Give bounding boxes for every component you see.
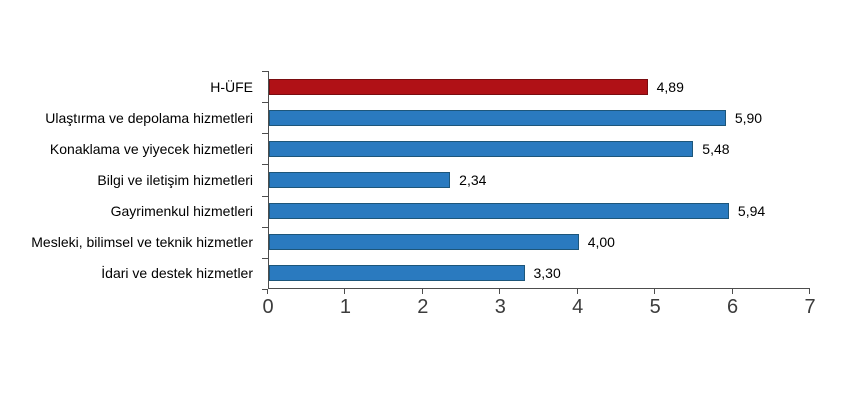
- value-label: 5,90: [734, 109, 763, 126]
- x-axis-tick-label: 3: [494, 296, 506, 318]
- y-axis-tick: [262, 227, 268, 228]
- x-axis-tick: [809, 289, 810, 294]
- bar: [269, 109, 726, 126]
- y-axis-tick: [262, 102, 268, 103]
- category-label: Ulaştırma ve depolama hizmetleri: [45, 109, 253, 126]
- value-label: 5,94: [737, 203, 766, 220]
- x-axis-tick: [576, 289, 578, 294]
- x-axis-tick: [731, 289, 733, 294]
- y-axis-tick: [262, 71, 268, 72]
- bar: [269, 265, 525, 282]
- value-label: 2,34: [459, 171, 487, 188]
- y-axis-line: [268, 71, 269, 289]
- x-axis-line: [268, 288, 810, 289]
- y-axis-tick: [262, 289, 268, 290]
- category-label: Bilgi ve iletişim hizmetleri: [97, 171, 253, 188]
- y-axis-tick: [262, 258, 268, 259]
- x-axis-tick-label: 5: [649, 296, 661, 318]
- x-axis-tick-label: 7: [804, 296, 816, 318]
- x-axis-tick-label: 1: [339, 296, 351, 318]
- category-label: Mesleki, bilimsel ve teknik hizmetler: [31, 234, 253, 251]
- x-axis-tick-label: 0: [262, 296, 274, 318]
- category-labels-layer: H-ÜFE Ulaştırma ve depolama hizmetleri Kon…: [0, 71, 253, 289]
- y-axis-tick: [262, 164, 268, 165]
- value-label: 3,30: [533, 265, 561, 282]
- x-axis-tick: [654, 289, 656, 294]
- bar: [269, 78, 648, 95]
- bar: [269, 171, 451, 188]
- value-label: 4,00: [587, 234, 615, 251]
- category-label: Konaklama ve yiyecek hizmetleri: [49, 140, 253, 157]
- category-label: Gayrimenkul hizmetleri: [110, 203, 253, 220]
- x-axis-tick-label: 4: [572, 296, 584, 318]
- value-label: 5,48: [702, 140, 730, 157]
- x-axis-tick: [499, 289, 501, 294]
- x-axis-tick: [421, 289, 423, 294]
- x-axis-tick: [344, 289, 346, 294]
- plot-area: 4,89 5,90 5,48 2,34 5,94 4,00 3,30 0 1 2 3 4 5 6 7: [262, 71, 816, 317]
- x-axis-tick: [267, 289, 268, 294]
- bar: [269, 140, 694, 157]
- value-label: 4,89: [656, 78, 684, 95]
- category-label: İdari ve destek hizmetler: [101, 265, 253, 282]
- bar: [269, 203, 729, 220]
- bar: [269, 234, 579, 251]
- category-label: H-ÜFE: [210, 78, 253, 95]
- x-axis-tick-label: 2: [417, 296, 429, 318]
- x-axis-tick-label: 6: [727, 296, 739, 318]
- y-axis-tick: [262, 133, 268, 134]
- y-axis-tick: [262, 196, 268, 197]
